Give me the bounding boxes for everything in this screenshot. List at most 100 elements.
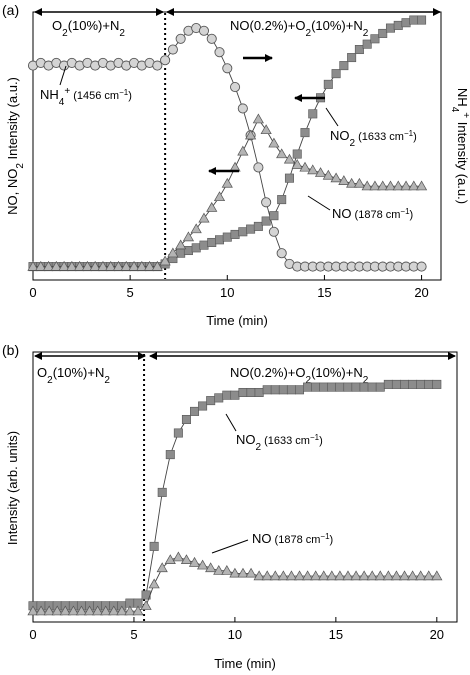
data-point (322, 169, 334, 180)
data-point (416, 261, 427, 272)
panel-a-no-annotation: NO (1878 cm−1) (332, 206, 413, 221)
data-point (303, 382, 313, 392)
data-point (190, 223, 202, 234)
data-point (148, 578, 160, 589)
data-point (191, 243, 201, 253)
data-point (323, 79, 333, 89)
data-point (105, 260, 117, 271)
data-point (254, 387, 264, 397)
data-point (370, 34, 380, 44)
panel-b-no-leader (211, 539, 249, 554)
data-point (230, 81, 241, 93)
data-point (183, 246, 193, 256)
data-point (237, 145, 249, 156)
data-point (152, 60, 163, 71)
data-point (143, 260, 156, 271)
panel-b-y-axis-label: Intensity (arb. units) (5, 431, 20, 545)
panel-b-label: (b) (2, 342, 19, 358)
data-point (409, 15, 419, 25)
data-point (190, 406, 200, 416)
data-point (230, 390, 240, 400)
data-point (277, 570, 289, 581)
panel-a-no2-annotation: NO2 (1633 cm−1) (330, 128, 417, 149)
data-point (182, 231, 195, 242)
data-point (74, 260, 86, 271)
data-point (307, 164, 319, 175)
data-point (295, 385, 305, 395)
panel-b-no2-annotation: NO2 (1633 cm−1) (236, 432, 323, 453)
data-point (214, 393, 224, 403)
data-point (213, 564, 225, 575)
data-point (431, 570, 443, 581)
data-point (108, 605, 120, 616)
data-point (276, 248, 287, 259)
data-point (268, 137, 280, 148)
data-point (361, 180, 373, 191)
data-point (286, 385, 296, 395)
data-point (230, 229, 240, 239)
data-point (285, 570, 298, 581)
data-point (391, 379, 401, 389)
panel-a-phase1-label: O2(10%)+N2 (52, 18, 125, 39)
data-point (83, 605, 96, 616)
data-point (353, 177, 366, 188)
data-point (270, 385, 280, 395)
data-point (151, 260, 163, 271)
data-point (416, 379, 426, 389)
data-point (338, 175, 350, 185)
data-point (50, 260, 62, 271)
data-point (206, 201, 218, 212)
data-point (408, 379, 418, 389)
data-point (382, 570, 394, 581)
data-point (89, 260, 101, 271)
data-point (326, 570, 338, 581)
data-point (140, 600, 152, 610)
data-point (260, 124, 272, 135)
data-point (214, 47, 225, 58)
data-point (276, 148, 288, 159)
data-point (66, 260, 78, 271)
data-point (198, 401, 208, 411)
panel-a: (a) 0 5 10 15 20 Time (min) NO, NO2 Intensit… (2, 2, 470, 328)
data-point (261, 570, 273, 581)
data-point (262, 385, 272, 395)
data-point (301, 570, 314, 581)
data-point (67, 605, 79, 616)
data-point (159, 255, 171, 266)
panel-a-y-axis-label-left: NO, NO2 Intensity (a.u.) (5, 77, 26, 215)
panel-b-no-annotation: NO (1878 cm−1) (252, 531, 333, 546)
data-point (97, 260, 109, 271)
data-point (124, 605, 136, 616)
data-point (196, 559, 209, 570)
data-point (180, 554, 193, 565)
data-point (175, 33, 186, 44)
data-point (269, 570, 281, 581)
data-point (378, 28, 388, 38)
data-point (221, 564, 233, 575)
data-point (293, 570, 306, 581)
panel-a-x-axis-label: Time (min) (206, 313, 268, 328)
data-point (400, 180, 412, 191)
data-point (238, 387, 248, 397)
data-point (245, 567, 257, 578)
data-point (277, 195, 287, 205)
data-point (198, 25, 210, 36)
panel-a-phase2-label: NO(0.2%)+O2(10%)+N2 (230, 18, 369, 39)
panel-a-y-axis-label-right: NH4+ Intensity (a.u.) (450, 88, 470, 204)
data-point (310, 570, 322, 581)
data-point (167, 247, 179, 258)
data-point (222, 232, 232, 242)
data-point (175, 239, 187, 250)
data-point (120, 260, 132, 271)
data-point (81, 260, 94, 271)
data-point (377, 180, 389, 191)
data-point (354, 45, 364, 55)
data-point (300, 128, 310, 138)
data-point (261, 197, 272, 208)
data-point (42, 260, 55, 271)
data-point (173, 428, 183, 438)
data-point (205, 562, 217, 573)
panel-b-no2-leader (225, 413, 237, 432)
data-point (284, 173, 294, 183)
